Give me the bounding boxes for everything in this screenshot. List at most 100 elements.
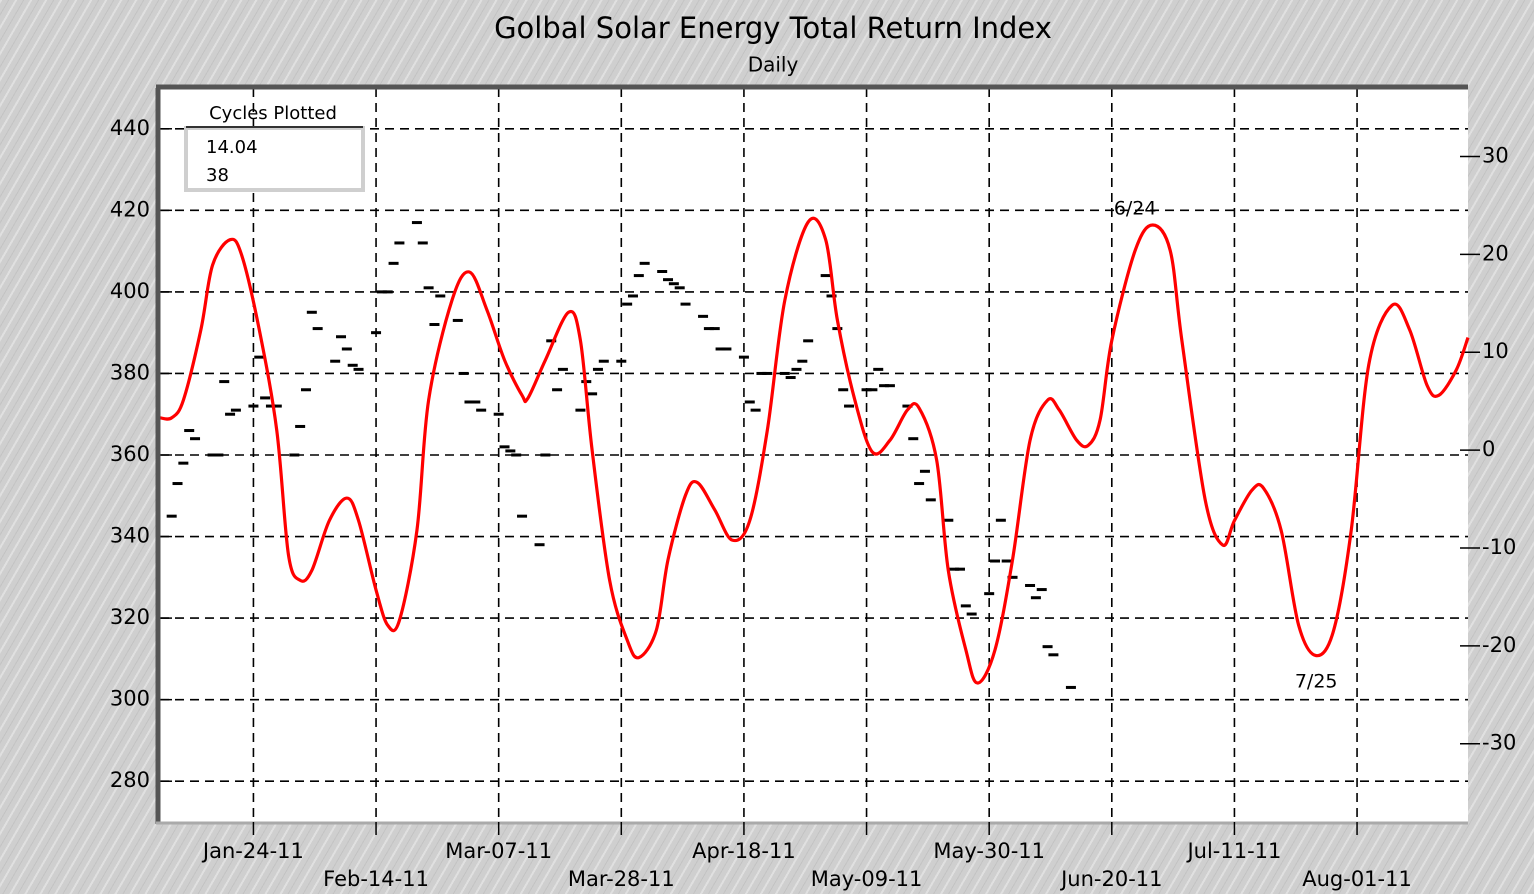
price-dash [347, 363, 358, 367]
price-dash [1048, 653, 1059, 657]
price-dash [750, 408, 761, 412]
price-dash [336, 335, 347, 339]
price-dash [458, 371, 469, 375]
price-dash [371, 331, 382, 335]
y-tick-label: 320 [110, 605, 150, 629]
price-dash [966, 612, 977, 616]
price-dash [627, 294, 638, 298]
price-dash [1025, 583, 1036, 587]
price-dash [873, 367, 884, 371]
x-tick-label: May-09-11 [811, 867, 923, 891]
price-dash [312, 327, 323, 331]
marks: 6/24 7/25 [159, 198, 1470, 693]
price-dash [225, 412, 236, 416]
price-dash [879, 384, 890, 388]
price-dash [300, 388, 311, 392]
price-dash [844, 404, 855, 408]
y2-tick-label: -30 [1482, 731, 1516, 755]
price-dash [1030, 596, 1041, 600]
price-dash [254, 355, 265, 359]
price-dash [178, 461, 189, 465]
price-dash [639, 261, 650, 265]
x-tick-label: Aug-01-11 [1302, 867, 1412, 891]
price-dash [207, 453, 218, 457]
price-dash [995, 518, 1006, 522]
price-dash [902, 404, 913, 408]
price-dash [703, 327, 714, 331]
price-dash [540, 453, 551, 457]
price-dash [476, 408, 487, 412]
y-tick-label: 380 [110, 360, 150, 384]
y2-tick-label: 30 [1482, 144, 1509, 168]
price-dash [738, 355, 749, 359]
price-dash [552, 388, 563, 392]
price-dash [505, 449, 516, 453]
price-dash [1007, 575, 1018, 579]
price-dash [914, 482, 925, 486]
x-tick-label: Jan-24-11 [201, 839, 304, 863]
x-tick-label: Jul-11-11 [1185, 839, 1281, 863]
price-dash [587, 392, 598, 396]
x-tick-label: Apr-18-11 [692, 839, 796, 863]
price-dash [353, 367, 364, 371]
price-dash [884, 384, 895, 388]
price-dash [861, 388, 872, 392]
price-dash [172, 482, 183, 486]
price-dash [943, 518, 954, 522]
y-tick-label: 360 [110, 442, 150, 466]
price-dash [376, 290, 387, 294]
price-dash [511, 453, 522, 457]
cycle-label: 6/24 [1114, 198, 1157, 220]
price-dash [289, 453, 300, 457]
price-dash [779, 371, 790, 375]
price-dash [925, 498, 936, 502]
cycle-label: 7/25 [1295, 671, 1338, 693]
x-tick-label: May-30-11 [933, 839, 1045, 863]
price-dash [674, 286, 685, 290]
price-dash [598, 359, 609, 363]
price-dash [756, 371, 767, 375]
y2-tick-label: 10 [1482, 339, 1509, 363]
price-dash [411, 221, 422, 225]
price-dash [190, 437, 201, 441]
price-dash [248, 404, 259, 408]
y-tick-label: 400 [110, 279, 150, 303]
price-dash [698, 314, 709, 318]
price-dash [709, 327, 720, 331]
y2-tick-label: 0 [1482, 437, 1495, 461]
price-dash [230, 408, 241, 412]
price-dash [1036, 588, 1047, 592]
price-dash [622, 302, 633, 306]
price-dash [668, 282, 679, 286]
grid [160, 88, 1480, 822]
price-dash [213, 453, 224, 457]
price-dash [271, 404, 282, 408]
price-dash [785, 376, 796, 380]
price-dash [435, 294, 446, 298]
legend: Cycles Plotted 14.04 38 [184, 103, 365, 192]
chart-title: Golbal Solar Energy Total Return Index [494, 11, 1052, 45]
y2-tick-label: -10 [1482, 535, 1516, 559]
price-dash [464, 400, 475, 404]
price-dash [493, 412, 504, 416]
y-tick-label: 340 [110, 524, 150, 548]
price-dash [592, 367, 603, 371]
y-tick-label: 280 [110, 768, 150, 792]
price-dash [184, 429, 195, 433]
price-dash [657, 270, 668, 273]
price-dash [960, 604, 971, 608]
price-dash [949, 567, 960, 571]
price-dash [663, 278, 674, 282]
x-tick-label: Jun-20-11 [1059, 867, 1162, 891]
x-tick-label: Mar-07-11 [445, 839, 552, 863]
legend-title: Cycles Plotted [209, 103, 337, 124]
cycle-line [159, 216, 1470, 685]
y-tick-label: 300 [110, 687, 150, 711]
price-dash [721, 347, 732, 351]
price-dash [1001, 559, 1012, 563]
price-dash [470, 400, 481, 404]
chart-subtitle: Daily [748, 53, 799, 77]
price-dash [306, 310, 317, 314]
price-dash [838, 388, 849, 392]
price-dash [919, 469, 930, 473]
